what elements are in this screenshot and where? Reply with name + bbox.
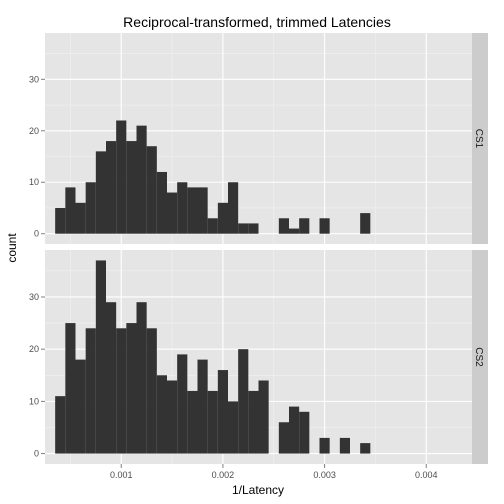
bar-cs2-11 — [167, 380, 178, 454]
bar-cs2-22 — [278, 422, 289, 454]
bar-cs1-17 — [228, 182, 239, 234]
x-axis-title: 1/Latency — [232, 483, 284, 497]
panel-cs2-y-ticks: 0 10 20 30 — [29, 292, 45, 459]
bar-cs2-10 — [156, 375, 167, 454]
bar-cs1-0 — [55, 207, 66, 234]
y-tick-label-cs1: 0 — [34, 229, 39, 239]
x-axis: 0.001 0.002 0.003 0.004 — [110, 464, 438, 480]
bar-cs2-26 — [319, 437, 330, 454]
bar-cs2-13 — [187, 390, 198, 454]
y-axis-title: count — [5, 233, 19, 263]
bar-cs2-7 — [126, 323, 137, 454]
bar-cs1-9 — [146, 146, 157, 234]
bar-cs2-8 — [136, 302, 147, 454]
bar-cs2-15 — [207, 390, 218, 454]
x-tick-label: 0.004 — [415, 470, 438, 480]
strip-cs1-background — [472, 33, 488, 244]
chart-title: Reciprocal-transformed, trimmed Latencie… — [123, 14, 391, 30]
bar-cs2-30 — [360, 443, 371, 454]
bar-cs1-19 — [248, 223, 259, 234]
bar-cs1-6 — [116, 120, 127, 234]
bar-cs2-28 — [339, 437, 350, 454]
bar-cs1-16 — [217, 202, 228, 234]
x-tick-label: 0.003 — [313, 470, 336, 480]
y-tick-label-cs2: 0 — [34, 449, 39, 459]
bar-cs1-22 — [278, 218, 289, 234]
bar-cs2-12 — [177, 354, 188, 454]
bar-cs2-23 — [289, 406, 300, 454]
bar-cs2-18 — [238, 349, 249, 454]
bar-cs1-24 — [299, 218, 310, 234]
bar-cs2-14 — [197, 359, 208, 454]
strip-cs2-background — [472, 250, 488, 464]
x-tick-label: 0.001 — [110, 470, 133, 480]
bar-cs2-6 — [116, 328, 127, 454]
x-tick-label: 0.002 — [212, 470, 235, 480]
bar-cs2-24 — [299, 411, 310, 454]
panel-cs2-bars — [55, 260, 371, 454]
bar-cs2-1 — [65, 323, 76, 454]
bar-cs1-18 — [238, 223, 249, 234]
y-tick-label-cs2: 30 — [29, 292, 39, 302]
bar-cs2-17 — [228, 401, 239, 454]
panel-cs1-bars — [55, 120, 371, 234]
bar-cs1-4 — [95, 151, 106, 234]
bar-cs2-9 — [146, 328, 157, 454]
bar-cs1-15 — [207, 218, 218, 234]
bar-cs1-3 — [85, 182, 96, 234]
bar-cs1-14 — [197, 187, 208, 234]
panel-cs2: CS2 0 10 20 30 — [29, 250, 488, 464]
bar-cs1-23 — [289, 228, 300, 234]
bar-cs1-2 — [75, 202, 86, 234]
bar-cs1-30 — [360, 213, 371, 234]
bar-cs2-3 — [85, 328, 96, 454]
bar-cs1-12 — [177, 182, 188, 234]
bar-cs2-19 — [248, 390, 259, 454]
y-tick-label-cs1: 10 — [29, 177, 39, 187]
bar-cs2-0 — [55, 396, 66, 454]
y-tick-label-cs1: 30 — [29, 74, 39, 84]
bar-cs1-13 — [187, 187, 198, 234]
strip-cs1-label: CS1 — [473, 129, 484, 149]
strip-cs2-label: CS2 — [473, 347, 484, 367]
bar-cs2-20 — [258, 380, 269, 454]
bar-cs1-5 — [106, 141, 117, 234]
panel-cs1: CS1 0 10 20 30 — [29, 33, 488, 244]
y-tick-label-cs1: 20 — [29, 126, 39, 136]
bar-cs1-26 — [319, 218, 330, 234]
y-tick-label-cs2: 10 — [29, 396, 39, 406]
panel-cs1-y-ticks: 0 10 20 30 — [29, 74, 45, 239]
bar-cs1-8 — [136, 125, 147, 234]
bar-cs1-7 — [126, 141, 137, 234]
bar-cs1-10 — [156, 171, 167, 234]
bar-cs2-2 — [75, 359, 86, 454]
bar-cs2-16 — [217, 370, 228, 454]
bar-cs2-4 — [95, 260, 106, 454]
y-tick-label-cs2: 20 — [29, 344, 39, 354]
bar-cs2-5 — [106, 302, 117, 454]
bar-cs1-11 — [167, 192, 178, 234]
bar-cs1-1 — [65, 187, 76, 234]
